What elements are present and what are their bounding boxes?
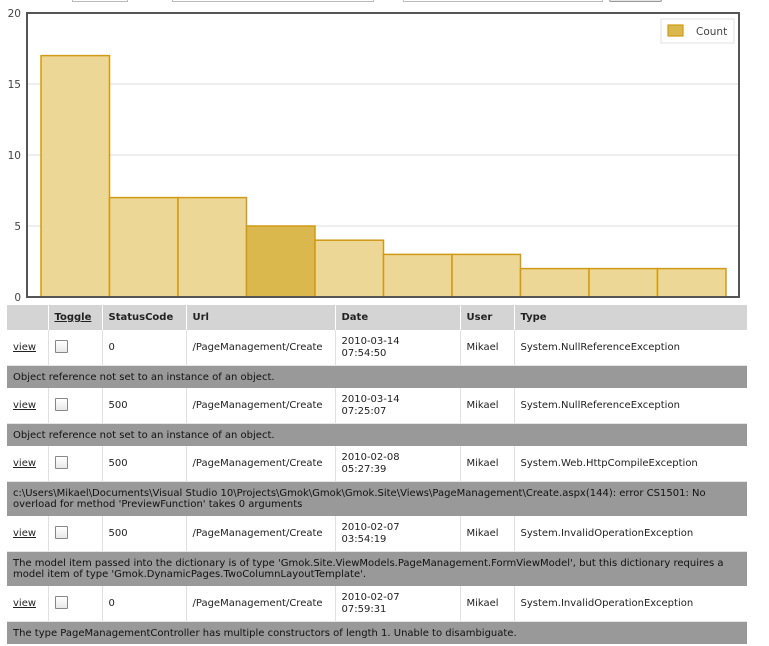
bar-3[interactable]: [177, 196, 248, 298]
status-code: 0: [101, 586, 186, 622]
error-message-row: The model item passed into the dictionar…: [7, 551, 747, 586]
header-date: Date: [334, 305, 460, 330]
row-checkbox[interactable]: [54, 397, 68, 411]
header-status-code: StatusCode: [101, 305, 186, 330]
error-message-row: c:\Users\Mikael\Documents\Visual Studio …: [7, 481, 747, 516]
url-cell: /PageManagement/Create: [185, 446, 335, 482]
row-checkbox[interactable]: [54, 455, 68, 469]
filter-bar: [0, 0, 769, 4]
table-row: view 500 /PageManagement/Create 2010-02-…: [7, 516, 747, 552]
header-user: User: [459, 305, 514, 330]
error-message: The model item passed into the dictionar…: [7, 551, 747, 586]
date-day: 2010-03-14: [341, 393, 400, 405]
user-cell: Mikael: [459, 516, 514, 552]
status-code: 500: [101, 446, 186, 482]
date-cell: 2010-02-07 03:54:19: [334, 516, 460, 552]
user-cell: Mikael: [459, 586, 514, 622]
y-tick-label: 0: [14, 292, 21, 304]
chart-bars: [40, 54, 727, 298]
bar-9[interactable]: [588, 267, 659, 298]
date-time: 05:27:39: [341, 463, 387, 475]
header-type: Type: [513, 305, 747, 330]
view-link[interactable]: view: [13, 458, 37, 469]
bar-6[interactable]: [382, 253, 453, 298]
row-checkbox[interactable]: [54, 339, 68, 353]
view-link[interactable]: view: [13, 598, 37, 609]
row-checkbox[interactable]: [54, 595, 68, 609]
view-link[interactable]: view: [13, 400, 37, 411]
type-cell: System.Web.HttpCompileException: [513, 446, 747, 482]
bar-7[interactable]: [451, 253, 522, 298]
header-toggle[interactable]: Toggle: [47, 305, 102, 330]
type-cell: System.InvalidOperationException: [513, 586, 747, 622]
filter-input-2[interactable]: [403, 0, 603, 2]
y-tick-label: 20: [8, 8, 21, 20]
date-cell: 2010-03-14 07:54:50: [334, 330, 460, 366]
bar-4[interactable]: [245, 225, 316, 298]
legend-label-count: Count: [696, 26, 727, 38]
error-message-row: The type PageManagementController has mu…: [7, 621, 747, 644]
status-code: 0: [101, 330, 186, 366]
error-message: Object reference not set to an instance …: [7, 423, 747, 446]
url-cell: /PageManagement/Create: [185, 388, 335, 424]
bar-10[interactable]: [656, 267, 727, 298]
date-time: 07:25:07: [341, 405, 387, 417]
date-time: 03:54:19: [341, 533, 387, 545]
y-tick-label: 10: [8, 150, 21, 162]
table-row: view 500 /PageManagement/Create 2010-02-…: [7, 446, 747, 482]
date-time: 07:54:50: [341, 347, 387, 359]
bar-1[interactable]: [40, 54, 111, 298]
table-row: view 0 /PageManagement/Create 2010-02-07…: [7, 586, 747, 622]
table-row: view 500 /PageManagement/Create 2010-03-…: [7, 388, 747, 424]
type-cell: System.InvalidOperationException: [513, 516, 747, 552]
url-cell: /PageManagement/Create: [185, 516, 335, 552]
table-header-row: Toggle StatusCode Url Date User Type: [7, 305, 747, 330]
date-day: 2010-02-07: [341, 591, 400, 603]
filter-input-1[interactable]: [172, 0, 374, 2]
user-cell: Mikael: [459, 388, 514, 424]
chart-y-axis: 0 5 10 15 20: [8, 8, 21, 304]
date-time: 07:59:31: [341, 603, 387, 615]
type-cell: System.NullReferenceException: [513, 388, 747, 424]
type-cell: System.NullReferenceException: [513, 330, 747, 366]
bar-8[interactable]: [519, 267, 590, 298]
url-cell: /PageManagement/Create: [185, 586, 335, 622]
date-cell: 2010-02-08 05:27:39: [334, 446, 460, 482]
view-link[interactable]: view: [13, 528, 37, 539]
date-cell: 2010-02-07 07:59:31: [334, 586, 460, 622]
date-day: 2010-03-14: [341, 335, 400, 347]
error-log-table: Toggle StatusCode Url Date User Type vie…: [7, 305, 747, 644]
header-view: [7, 305, 48, 330]
y-tick-label: 15: [8, 79, 21, 91]
error-message-row: Object reference not set to an instance …: [7, 365, 747, 388]
date-cell: 2010-03-14 07:25:07: [334, 388, 460, 424]
error-message: c:\Users\Mikael\Documents\Visual Studio …: [7, 481, 747, 516]
table-row: view 0 /PageManagement/Create 2010-03-14…: [7, 330, 747, 366]
date-day: 2010-02-08: [341, 451, 400, 463]
y-tick-label: 5: [14, 221, 21, 233]
user-cell: Mikael: [459, 446, 514, 482]
error-message: Object reference not set to an instance …: [7, 365, 747, 388]
row-checkbox[interactable]: [54, 525, 68, 539]
date-day: 2010-02-07: [341, 521, 400, 533]
user-cell: Mikael: [459, 330, 514, 366]
status-code: 500: [101, 388, 186, 424]
error-message: The type PageManagementController has mu…: [7, 621, 747, 644]
legend-swatch: [667, 24, 684, 37]
status-code: 500: [101, 516, 186, 552]
error-message-row: Object reference not set to an instance …: [7, 423, 747, 446]
bar-2[interactable]: [108, 196, 179, 298]
header-url: Url: [185, 305, 335, 330]
filter-select[interactable]: [72, 0, 128, 2]
filter-button[interactable]: [609, 0, 662, 2]
url-cell: /PageManagement/Create: [185, 330, 335, 366]
error-count-chart: 0 5 10 15 20 Count: [8, 8, 740, 304]
view-link[interactable]: view: [13, 342, 37, 353]
toggle-all-link[interactable]: Toggle: [54, 312, 92, 323]
chart-legend: Count: [660, 18, 735, 44]
chart-frame: [26, 12, 740, 298]
bar-5[interactable]: [314, 239, 385, 298]
